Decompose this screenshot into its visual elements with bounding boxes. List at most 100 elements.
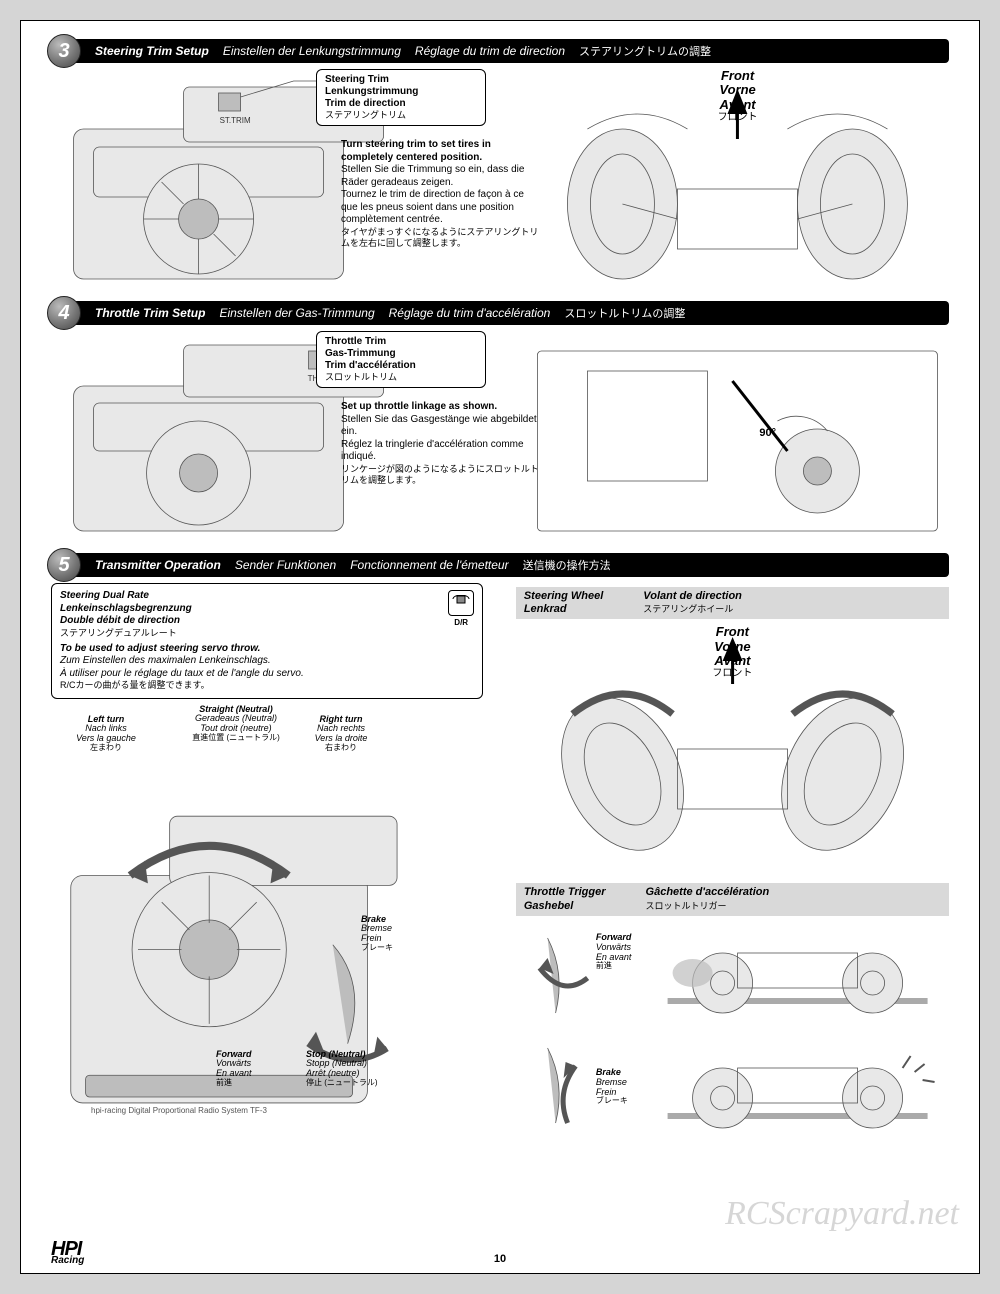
s4-title-de: Einstellen der Gas-Trimmung (219, 306, 374, 320)
s3-title-en: Steering Trim Setup (95, 44, 209, 58)
manual-page: 3 Steering Trim Setup Einstellen der Len… (20, 20, 980, 1274)
s5-transmitter-diagram: Straight (Neutral) Geradeaus (Neutral) T… (51, 705, 506, 1135)
s4-inst-de: Stellen Sie das Gasgestänge wie abgebild… (341, 414, 541, 439)
front2-en: Front (712, 625, 752, 639)
fwd-jp: 前進 (216, 1079, 286, 1088)
front2-jp: フロント (712, 668, 752, 679)
s4-trim-jp: スロットルトリム (325, 372, 477, 383)
s4-title-jp: スロットルトリムの調整 (564, 305, 685, 321)
dr-desc-jp: R/Cカーの曲がる量を調整できます。 (60, 680, 474, 691)
s4-inst-jp: リンケージが図のようになるようにスロットルトリムを調整します。 (341, 464, 541, 487)
lbl-brake2: Brake Bremse Frein ブレーキ (596, 1068, 666, 1106)
s3-inst-de: Stellen Sie die Trimmung so ein, dass di… (341, 164, 541, 189)
front-en: Front (718, 69, 758, 83)
sw-en: Steering Wheel (524, 590, 603, 602)
s3-instruction: Turn steering trim to set tires in compl… (341, 139, 541, 249)
s3-trim-en: Steering Trim (325, 74, 477, 86)
s5-title-en: Transmitter Operation (95, 558, 221, 572)
tx-caption: hpi-racing Digital Proportional Radio Sy… (91, 1106, 267, 1115)
throttle-trigger-subheader: Throttle Trigger Gashebel Gâchette d'acc… (516, 883, 949, 915)
sw-de: Lenkrad (524, 603, 567, 615)
s3-trim-fr: Trim de direction (325, 98, 477, 110)
section-5-header: 5 Transmitter Operation Sender Funktione… (51, 553, 949, 577)
tt-en: Throttle Trigger (524, 886, 606, 898)
s3-title-jp: ステアリングトリムの調整 (579, 43, 711, 59)
front-de: Vorne (718, 83, 758, 97)
front2-fr: Avant (712, 654, 752, 668)
step-badge-4: 4 (47, 296, 81, 330)
section-5: 5 Transmitter Operation Sender Funktione… (51, 553, 949, 1148)
s4-trim-en: Throttle Trim (325, 336, 477, 348)
watermark: RCScrapyard.net (725, 1195, 959, 1233)
front-fr: Avant (718, 98, 758, 112)
brk-jp: ブレーキ (361, 944, 426, 953)
steering-wheel-subheader: Steering Wheel Lenkrad Volant de directi… (516, 587, 949, 619)
straight-jp: 直進位置 (ニュートラル) (181, 734, 291, 743)
s3-inst-fr: Tournez le trim de direction de façon à … (341, 189, 541, 227)
tt-jp: スロットルトリガー (646, 901, 727, 911)
dr-title-fr: Double débit de direction (60, 615, 474, 628)
dr-title-de: Lenkeinschlagsbegrenzung (60, 603, 474, 616)
step-badge-3: 3 (47, 34, 81, 68)
svg-text:90°: 90° (760, 427, 777, 439)
tt-de: Gashebel (524, 900, 574, 912)
page-number: 10 (494, 1253, 506, 1265)
lbl-stop: Stop (Neutral) Stopp (Neutral) Arrêt (ne… (306, 1050, 396, 1088)
sw-fr: Volant de direction (643, 590, 742, 602)
s4-inst-fr: Réglez la tringlerie d'accélération comm… (341, 439, 541, 464)
lbl-right: Right turn Nach rechts Vers la droite 右ま… (301, 715, 381, 753)
s3-title-de: Einstellen der Lenkungstrimmung (223, 44, 401, 58)
dr-desc-en: To be used to adjust steering servo thro… (60, 643, 474, 656)
section-4: 4 Throttle Trim Setup Einstellen der Gas… (51, 301, 949, 541)
s4-trim-fr: Trim d'accélération (325, 360, 477, 372)
s5-title-de: Sender Funktionen (235, 558, 336, 572)
lbl-fwd2: Forward Vorwärts En avant 前進 (596, 933, 666, 971)
s3-trim-jp: ステアリングトリム (325, 110, 477, 121)
s3-trim-de: Lenkungstrimmung (325, 86, 477, 98)
s4-trim-callout: Throttle Trim Gas-Trimmung Trim d'accélé… (316, 331, 486, 388)
f2-jp: 前進 (596, 962, 666, 971)
s4-title-en: Throttle Trim Setup (95, 306, 205, 320)
s4-engine-diagram: 90° 90° (526, 331, 949, 541)
hpi-logo: HPI Racing (51, 1241, 84, 1265)
s4-inst-en: Set up throttle linkage as shown. (341, 401, 541, 414)
s3-trim-callout: Steering Trim Lenkungstrimmung Trim de d… (316, 69, 486, 126)
section-3-header: 3 Steering Trim Setup Einstellen der Len… (51, 39, 949, 63)
s3-inst-en: Turn steering trim to set tires in compl… (341, 139, 541, 164)
s5-title-jp: 送信機の操作方法 (523, 557, 611, 573)
logo-bottom: Racing (51, 1257, 84, 1265)
s5-title-fr: Fonctionnement de l'émetteur (350, 558, 508, 572)
step-badge-5: 5 (47, 548, 81, 582)
tt-fr: Gâchette d'accélération (646, 886, 770, 898)
dr-desc-de: Zum Einstellen des maximalen Lenkeinschl… (60, 655, 474, 668)
front-jp: フロント (718, 112, 758, 123)
s3-inst-jp: タイヤがまっすぐになるようにステアリングトリムを左右に回して調整します。 (341, 227, 541, 250)
left-jp: 左まわり (66, 744, 146, 753)
s5-throttle-diagram: Forward Vorwärts En avant 前進 Brake Brems… (516, 918, 949, 1148)
dr-title-jp: ステアリングデュアルレート (60, 628, 474, 639)
dr-title-en: Steering Dual Rate (60, 590, 474, 603)
section-3: 3 Steering Trim Setup Einstellen der Len… (51, 39, 949, 289)
s4-trim-de: Gas-Trimmung (325, 348, 477, 360)
dual-rate-box: Steering Dual Rate Lenkeinschlagsbegrenz… (51, 583, 483, 699)
s5-chassis-diagram: Front Vorne Avant フロント (516, 619, 949, 879)
s3-title-fr: Réglage du trim de direction (415, 44, 565, 58)
front-label: Front Vorne Avant フロント (718, 69, 758, 123)
front-label-2: Front Vorne Avant フロント (712, 625, 752, 679)
s4-instruction: Set up throttle linkage as shown. Stelle… (341, 401, 541, 486)
stop-jp: 停止 (ニュートラル) (306, 1079, 396, 1088)
dr-desc-fr: À utiliser pour le réglage du taux et de… (60, 668, 474, 681)
section-4-header: 4 Throttle Trim Setup Einstellen der Gas… (51, 301, 949, 325)
svg-text:ST.TRIM: ST.TRIM (220, 116, 251, 125)
b2-jp: ブレーキ (596, 1097, 666, 1106)
lbl-brake: Brake Bremse Frein ブレーキ (361, 915, 426, 953)
lbl-straight: Straight (Neutral) Geradeaus (Neutral) T… (181, 705, 291, 743)
sw-jp: ステアリングホイール (643, 604, 733, 614)
page-footer: HPI Racing 10 (21, 1241, 979, 1265)
dr-knob-icon (448, 590, 474, 616)
front2-de: Vorne (712, 640, 752, 654)
right-jp: 右まわり (301, 744, 381, 753)
lbl-forward: Forward Vorwärts En avant 前進 (216, 1050, 286, 1088)
s4-title-fr: Réglage du trim d'accélération (389, 306, 551, 320)
lbl-left: Left turn Nach links Vers la gauche 左まわり (66, 715, 146, 753)
